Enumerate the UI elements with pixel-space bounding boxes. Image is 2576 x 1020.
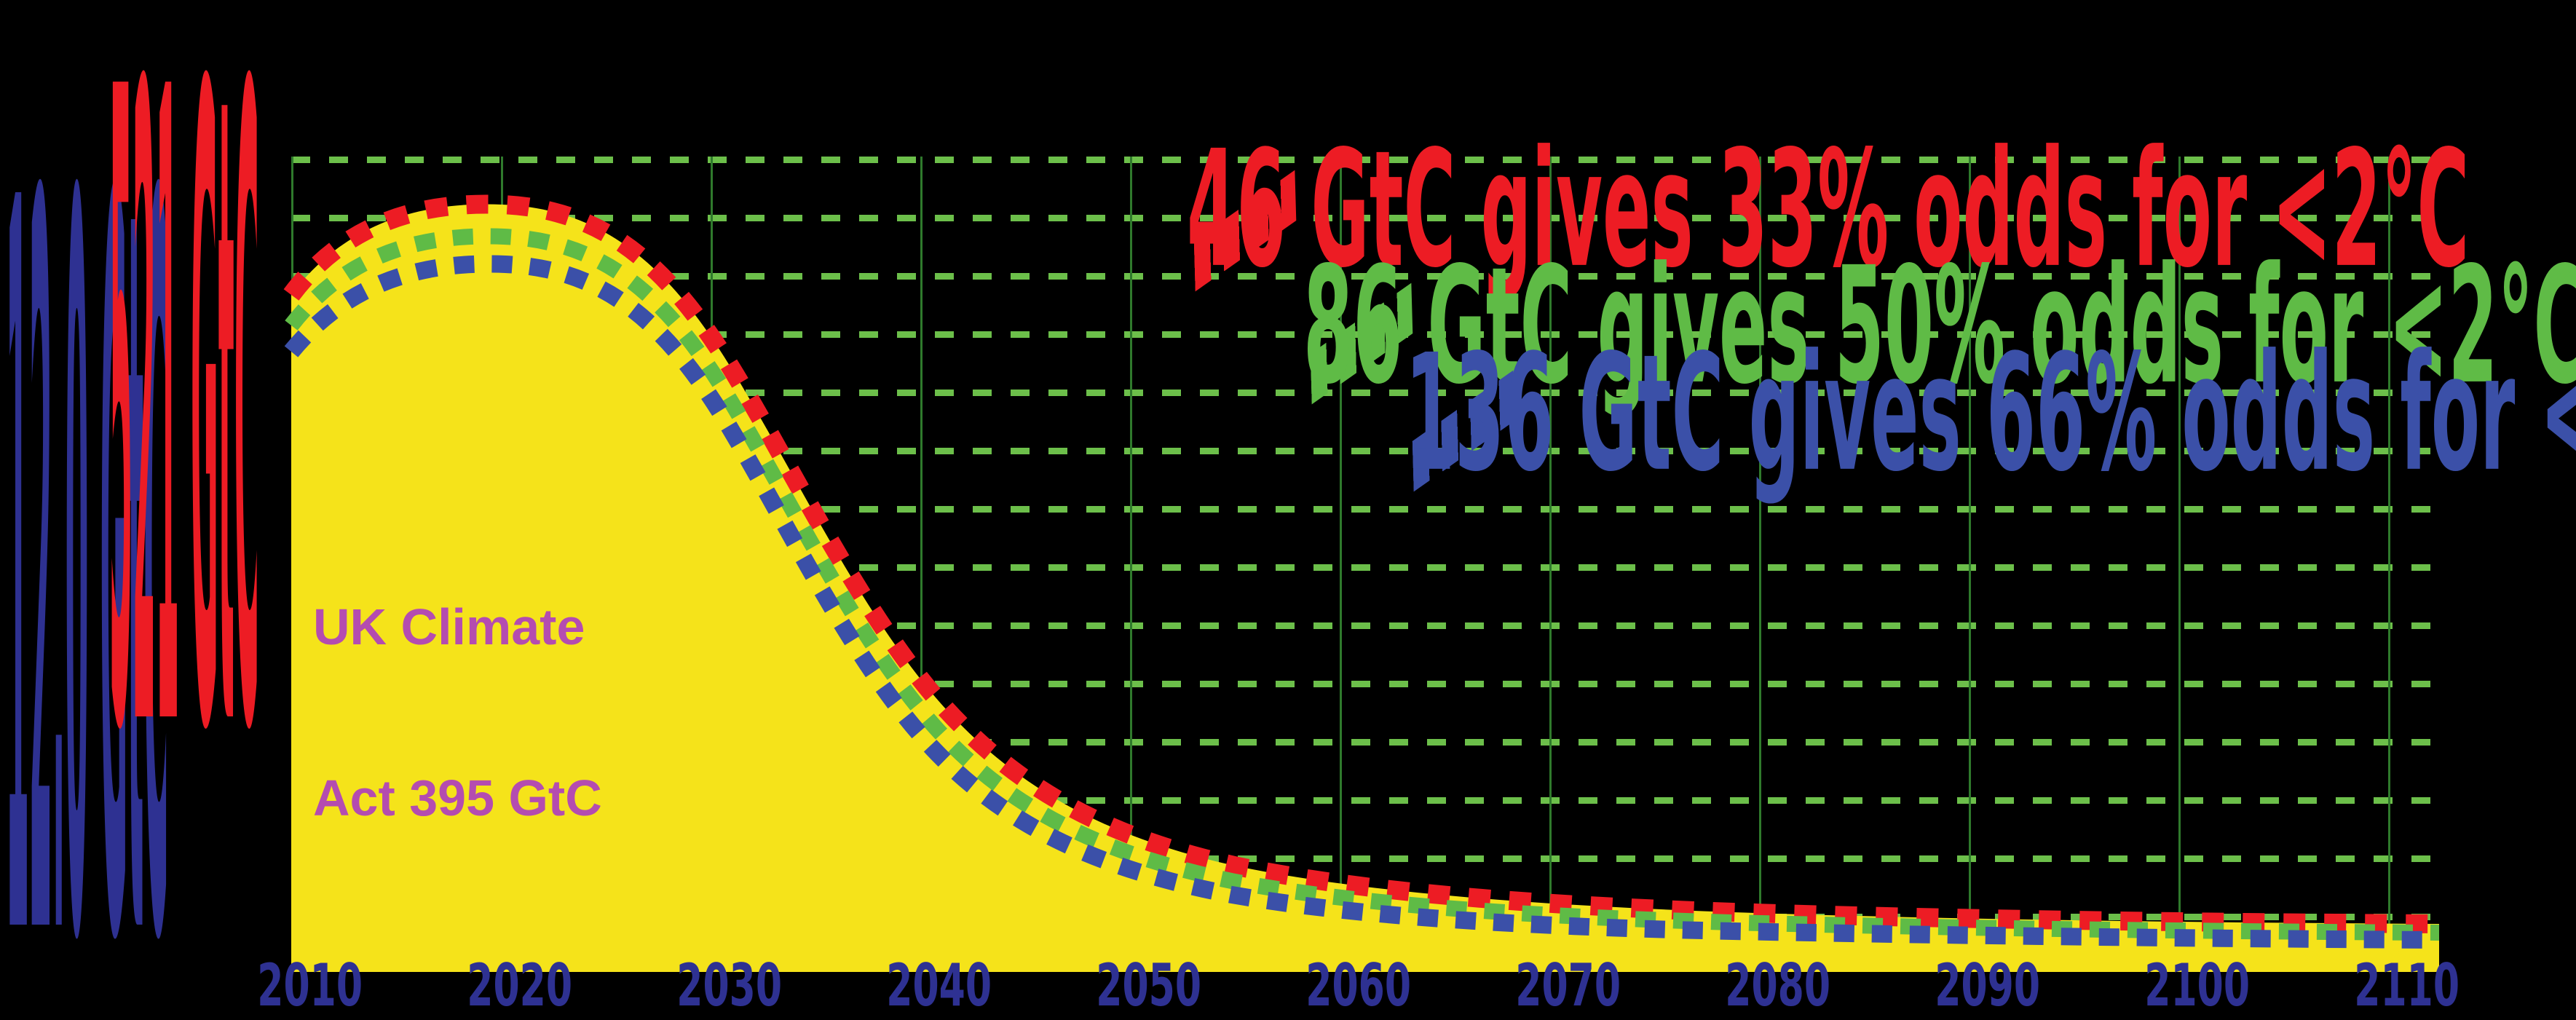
gridline-h [291, 739, 2439, 746]
x-tick-2060: 2060 [1305, 953, 1412, 1020]
gridline-h [291, 681, 2439, 687]
gridline-v [1130, 157, 1132, 972]
gridline-v [1340, 157, 1342, 972]
x-tick-2030: 2030 [676, 953, 783, 1020]
legend-label-136-gtc: 136 GtC gives 66% odds for <2°C [1405, 320, 2576, 507]
gridline-h [291, 506, 2439, 513]
gridline-v [2388, 157, 2390, 972]
gridline-v [1969, 157, 1971, 972]
gridline-h [291, 797, 2439, 804]
annotation-line-1: UK Climate [313, 598, 585, 655]
gridline-h [291, 273, 2439, 280]
gridline-h [291, 564, 2439, 571]
gridline-h [291, 215, 2439, 221]
x-tick-2100: 2100 [2144, 953, 2251, 1020]
curve-blue [284, 255, 2440, 949]
y-axis-label-12-gtc: 12.0 GtC [6, 0, 169, 1020]
gridline-v [1549, 157, 1552, 972]
yellow-area [291, 204, 2439, 972]
gridline-v [920, 157, 922, 972]
x-tick-2080: 2080 [1725, 953, 1831, 1020]
legend-label-86-gtc: 86 GtC gives 50% odds for <2°C [1303, 232, 2576, 420]
annotation-uk-climate-act: UK Climate Act 395 GtC [313, 484, 602, 941]
curve-red [283, 194, 2440, 933]
gridline-h [291, 855, 2439, 862]
gridline-v [2178, 157, 2181, 972]
gridline-h [291, 448, 2439, 454]
gridline-h [291, 390, 2439, 396]
x-tick-2110: 2110 [2354, 953, 2460, 1020]
gridline-h [291, 622, 2439, 629]
x-tick-2020: 2020 [467, 953, 573, 1020]
gridline-h [291, 157, 2439, 163]
x-tick-2040: 2040 [886, 953, 992, 1020]
gridline-v [1759, 157, 1761, 972]
y-axis-label-521-gtc: 521 GtC [109, 0, 259, 925]
x-tick-2050: 2050 [1096, 953, 1202, 1020]
pathway-curves [283, 194, 2440, 972]
plot-area: UK Climate Act 395 GtC [283, 157, 2440, 972]
x-tick-2010: 2010 [257, 953, 363, 1020]
legend-label-46-gtc: 46 GtC gives 33% odds for <2°C [1187, 116, 2470, 304]
x-tick-2090: 2090 [1935, 953, 2041, 1020]
x-tick-2070: 2070 [1515, 953, 1621, 1020]
annotation-line-2: Act 395 GtC [313, 769, 602, 826]
